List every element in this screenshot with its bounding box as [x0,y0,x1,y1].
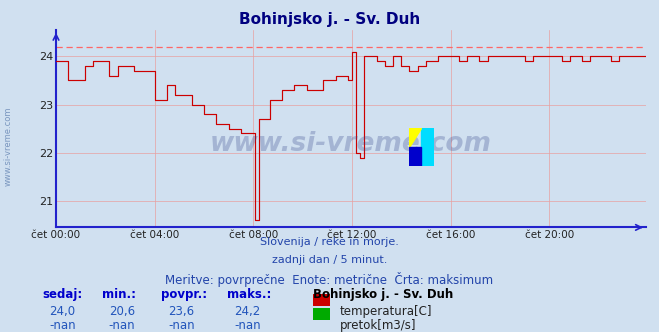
Bar [421,128,434,166]
Text: 20,6: 20,6 [109,305,135,318]
Text: povpr.:: povpr.: [161,288,208,301]
Text: 24,2: 24,2 [234,305,260,318]
Text: Meritve: povrprečne  Enote: metrične  Črta: maksimum: Meritve: povrprečne Enote: metrične Črta… [165,272,494,287]
Text: temperatura[C]: temperatura[C] [339,305,432,318]
Text: -nan: -nan [49,319,76,332]
Text: Slovenija / reke in morje.: Slovenija / reke in morje. [260,237,399,247]
Text: min.:: min.: [102,288,136,301]
Text: zadnji dan / 5 minut.: zadnji dan / 5 minut. [272,255,387,265]
Text: Bohinjsko j. - Sv. Duh: Bohinjsko j. - Sv. Duh [313,288,453,301]
Text: -nan: -nan [168,319,194,332]
Text: -nan: -nan [234,319,260,332]
Text: 23,6: 23,6 [168,305,194,318]
Text: pretok[m3/s]: pretok[m3/s] [339,319,416,332]
Text: www.si-vreme.com: www.si-vreme.com [210,131,492,157]
Text: sedaj:: sedaj: [43,288,83,301]
Text: maks.:: maks.: [227,288,272,301]
Text: Bohinjsko j. - Sv. Duh: Bohinjsko j. - Sv. Duh [239,12,420,27]
Bar [409,147,421,166]
Polygon shape [409,128,421,147]
Text: -nan: -nan [109,319,135,332]
Text: www.si-vreme.com: www.si-vreme.com [3,106,13,186]
Text: 24,0: 24,0 [49,305,76,318]
